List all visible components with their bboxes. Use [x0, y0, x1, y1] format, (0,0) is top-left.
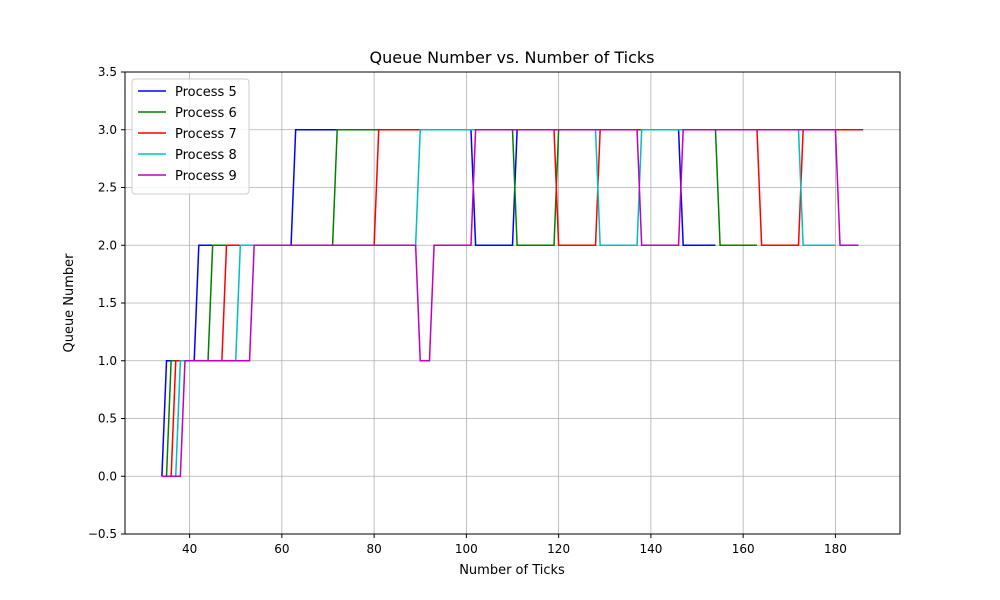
legend-label: Process 6 — [175, 106, 237, 121]
chart-title: Queue Number vs. Number of Ticks — [370, 48, 655, 67]
y-axis-label: Queue Number — [62, 253, 77, 353]
x-tick-label: 60 — [274, 542, 289, 556]
x-tick-label: 180 — [824, 542, 847, 556]
x-tick-label: 40 — [182, 542, 197, 556]
y-tick-label: 0.0 — [98, 469, 117, 483]
x-tick-label: 160 — [732, 542, 755, 556]
x-tick-label: 140 — [639, 542, 662, 556]
y-tick-label: 2.0 — [98, 238, 117, 252]
y-tick-label: 3.0 — [98, 123, 117, 137]
y-tick-label: 0.5 — [98, 412, 117, 426]
legend-label: Process 5 — [175, 85, 237, 100]
y-tick-label: 2.5 — [98, 181, 117, 195]
series-lines — [161, 129, 864, 477]
legend-box — [131, 78, 250, 195]
x-tick-label: 120 — [547, 542, 570, 556]
axis-ticks: 40 60 80 100 120 140 160 180 −0.5 0.0 0.5 1.0 1.5 2.0… — [88, 65, 847, 556]
y-tick-label: −0.5 — [88, 527, 117, 541]
legend: Process 5 Process 6 Process 7 Process 8 Proc… — [131, 78, 250, 195]
legend-label: Process 7 — [175, 127, 237, 142]
legend-label: Process 8 — [175, 148, 237, 163]
x-tick-label: 80 — [366, 542, 381, 556]
x-tick-label: 100 — [455, 542, 478, 556]
series-line-process-7 — [170, 129, 864, 477]
series-line-process-9 — [161, 129, 859, 477]
y-tick-label: 1.5 — [98, 296, 117, 310]
x-axis-label: Number of Ticks — [459, 563, 565, 578]
y-tick-label: 1.0 — [98, 354, 117, 368]
legend-label: Process 9 — [175, 169, 237, 184]
y-tick-label: 3.5 — [98, 65, 117, 79]
